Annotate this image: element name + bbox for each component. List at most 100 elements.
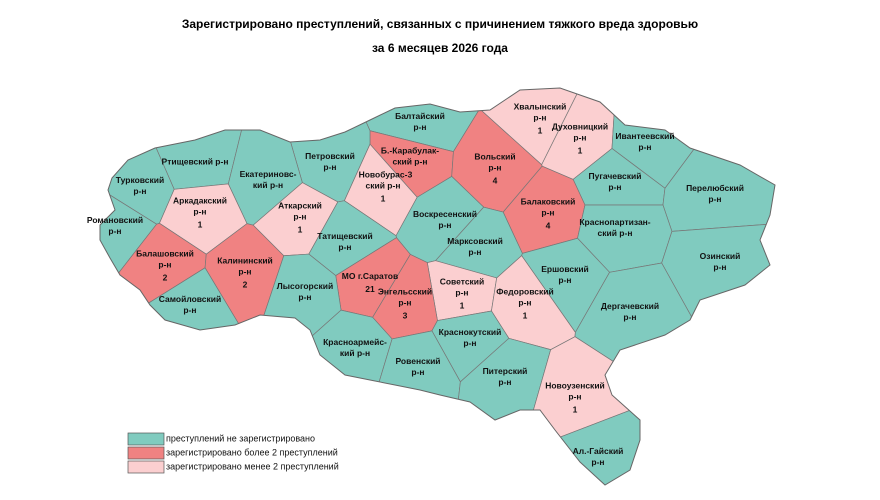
district-name: Краснопартизан- <box>579 217 650 227</box>
district-name: Ал.-Гайский <box>573 446 624 456</box>
district <box>100 88 175 225</box>
district-name: Перелюбский <box>686 183 744 193</box>
district-count: 21 <box>365 284 375 294</box>
district-name: р-н <box>183 305 196 315</box>
district-name: Балашовский <box>136 248 194 258</box>
subtitle: за 6 месяцев 2026 года <box>372 41 508 55</box>
district-name: Новоузенский <box>545 380 605 390</box>
district-name: Б.-Карабулак- <box>381 145 439 155</box>
district-name: р-н <box>623 312 636 322</box>
district-name: Хвалынский <box>514 101 567 111</box>
district-name: Дергачевский <box>601 301 659 311</box>
district-name: р-н <box>488 162 501 172</box>
legend-swatch <box>127 432 165 446</box>
district-name: Новобурас- <box>359 169 408 179</box>
district-name: Марксовский <box>447 236 503 246</box>
district-name: Питерский <box>483 366 528 376</box>
district-name: Ершовский <box>541 264 589 274</box>
district-name: Калининский <box>217 255 273 265</box>
district-count: 3 <box>408 169 413 179</box>
district-count: 1 <box>573 404 578 414</box>
district-count: 2 <box>243 279 248 289</box>
district-count: 1 <box>198 219 203 229</box>
district-name: р-н <box>541 207 554 217</box>
district-name: р-н <box>158 259 171 269</box>
district-name: р-н <box>463 338 476 348</box>
district-name: р-н <box>573 132 586 142</box>
legend-swatch <box>127 446 165 460</box>
district-name: Петровский <box>305 151 355 161</box>
district-count: 1 <box>578 145 583 155</box>
district-name: Краснокутский <box>439 327 502 337</box>
district-count: 1 <box>538 125 543 135</box>
region-outline <box>99 87 776 486</box>
legend: преступлений не зарегистрировано зарегист… <box>127 432 339 474</box>
district-name: Советский <box>440 276 485 286</box>
district-name: ский р-н <box>393 156 428 166</box>
district-name: Турковский <box>116 175 164 185</box>
district-name: р-н <box>238 266 251 276</box>
district-count: 4 <box>546 220 551 230</box>
district-name: Самойловский <box>159 294 222 304</box>
district-name: МО г.Саратов <box>342 271 398 281</box>
district-name: р-н <box>298 292 311 302</box>
title: Зарегистрировано преступлений, связанных… <box>182 17 698 31</box>
district-name: р-н <box>533 112 546 122</box>
district-name: Духовницкий <box>552 121 608 131</box>
district-name: р-н <box>591 457 604 467</box>
legend-label: зарегистрировано более 2 преступлений <box>166 447 338 457</box>
district-name: ский р-н <box>598 228 633 238</box>
district-name: р-н <box>708 194 721 204</box>
district-name: Аркадакский <box>173 195 227 205</box>
legend-label: преступлений не зарегистрировано <box>166 433 315 443</box>
district-name: р-н <box>638 142 651 152</box>
district-name: Энгельсский <box>378 286 432 296</box>
district-name: р-н <box>438 220 451 230</box>
district-count: 1 <box>523 310 528 320</box>
district-name: р-н <box>413 122 426 132</box>
district-count: 3 <box>403 310 408 320</box>
district-name: Ртищевский р-н <box>162 156 229 166</box>
district-name: р-н <box>558 275 571 285</box>
district <box>661 215 775 485</box>
district-name: р-н <box>468 247 481 257</box>
district-name: Ровенский <box>395 356 440 366</box>
district-name: р-н <box>338 242 351 252</box>
district-name: ский р-н <box>366 180 401 190</box>
district-count: 1 <box>460 300 465 310</box>
district-name: Ивантеевский <box>615 131 674 141</box>
district-name: р-н <box>568 391 581 401</box>
district-name: Екатериновс- <box>240 169 297 179</box>
district-name: Аткарский <box>278 200 322 210</box>
district-name: р-н <box>133 186 146 196</box>
district-name: р-н <box>193 206 206 216</box>
district-name: Балтайский <box>395 111 445 121</box>
district-name: р-н <box>323 162 336 172</box>
district-name: Балаковский <box>521 196 576 206</box>
district-name: Озинский <box>700 251 741 261</box>
district-count: 4 <box>493 175 498 185</box>
district-name: кий р-н <box>340 348 370 358</box>
district <box>662 88 775 232</box>
district-name: Лысогорский <box>277 281 333 291</box>
district-name: Татищевский <box>317 231 372 241</box>
legend-label: зарегистрировано менее 2 преступлений <box>166 461 339 471</box>
district-name: р-н <box>608 182 621 192</box>
district-name: Федоровский <box>496 286 553 296</box>
district-name: Красноармейс- <box>323 337 387 347</box>
district-name: р-н <box>455 287 468 297</box>
district-name: р-н <box>398 297 411 307</box>
district-name: кий р-н <box>253 180 283 190</box>
district-name: р-н <box>498 377 511 387</box>
district-name: Вольский <box>474 151 515 161</box>
district-name: р-н <box>293 211 306 221</box>
district-name: р-н <box>108 226 121 236</box>
district-name: р-н <box>411 367 424 377</box>
district-count: 1 <box>381 193 386 203</box>
legend-swatch <box>127 460 165 474</box>
district-name: Романовский <box>87 215 143 225</box>
district-name: Пугачевский <box>588 171 641 181</box>
